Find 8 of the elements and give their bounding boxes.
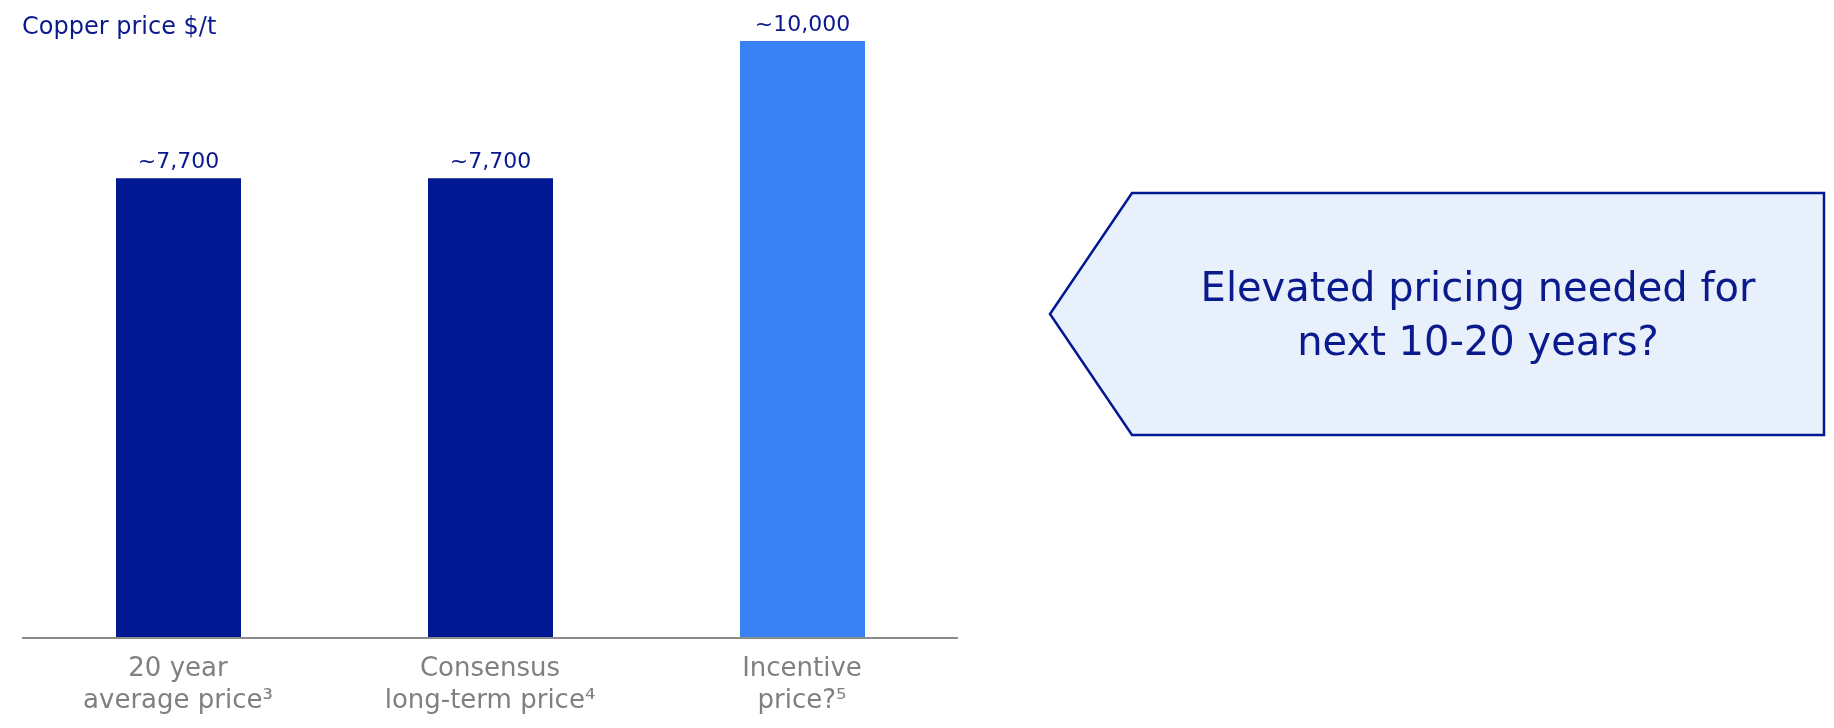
x-tick-label: Incentive price?⁵ <box>742 652 862 714</box>
data-label: ~7,700 <box>137 148 220 174</box>
chart-title: Copper price $/t <box>22 12 217 40</box>
x-tick-label: Consensus long-term price⁴ <box>384 652 596 714</box>
text: Elevated pricing needed for next 10-20 years? <box>1199 263 1757 366</box>
data-label: ~10,000 <box>754 11 851 36</box>
data-label: ~7,700 <box>449 148 532 174</box>
x-tick-label: 20 year average price³ <box>83 652 273 714</box>
